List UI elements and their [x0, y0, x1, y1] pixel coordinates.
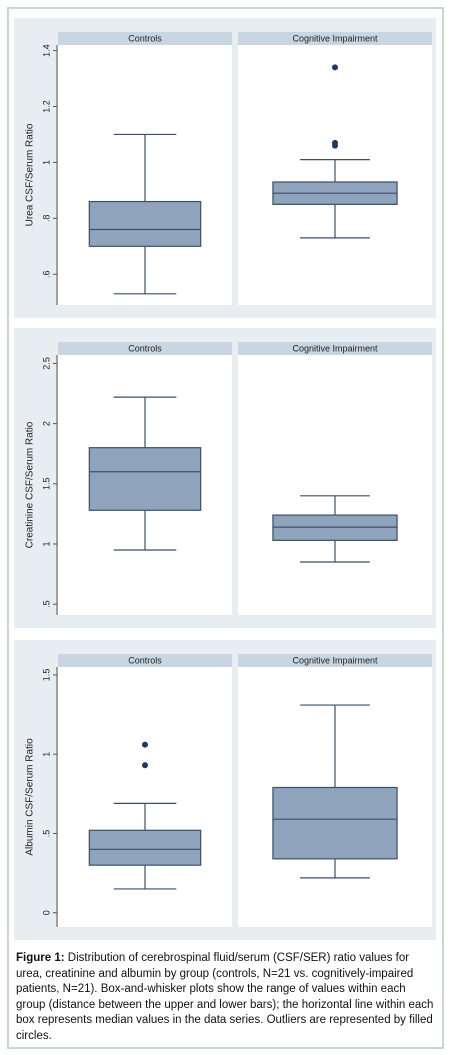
outlier — [142, 741, 148, 748]
y-axis-label: Creatinine CSF/Serum Ratio — [25, 421, 36, 548]
y-tick-label: .5 — [41, 830, 51, 838]
y-tick-label: .5 — [41, 600, 51, 608]
y-tick-label: 1 — [41, 541, 51, 546]
y-tick-label: 1.4 — [41, 44, 51, 57]
y-tick-label: 0 — [41, 910, 51, 915]
facet-title: Controls — [128, 343, 162, 353]
caption-text: Distribution of cerebrospinal fluid/seru… — [16, 952, 434, 1042]
facet-strip — [238, 654, 432, 667]
outlier — [332, 139, 338, 146]
y-axis-label: Albumin CSF/Serum Ratio — [25, 738, 36, 856]
facet-strip — [58, 342, 232, 355]
outlier — [332, 64, 338, 71]
facet-title: Controls — [128, 33, 162, 43]
facet-strip — [238, 32, 432, 45]
y-tick-label: 1 — [41, 752, 51, 757]
outlier — [142, 762, 148, 769]
y-tick-label: .6 — [41, 270, 51, 278]
caption-label: Figure 1: — [16, 952, 65, 964]
y-tick-label: 1.5 — [41, 669, 51, 682]
box — [272, 786, 398, 860]
y-tick-label: 1.2 — [41, 100, 51, 113]
y-tick-label: .8 — [41, 215, 51, 223]
facet-title: Cognitive Impairment — [292, 33, 378, 43]
facet-title: Cognitive Impairment — [292, 655, 378, 665]
facet-strip — [58, 654, 232, 667]
box — [88, 200, 202, 247]
facet-strip — [238, 342, 432, 355]
box — [88, 829, 202, 866]
caption: Figure 1: Distribution of cerebrospinal … — [16, 951, 438, 1044]
plot-area — [238, 355, 432, 615]
y-tick-label: 2 — [41, 421, 51, 426]
y-tick-label: 1 — [41, 160, 51, 165]
facet-title: Cognitive Impairment — [292, 343, 378, 353]
y-tick-label: 1.5 — [41, 478, 51, 491]
y-axis-label: Urea CSF/Serum Ratio — [25, 123, 36, 226]
facet-strip — [58, 32, 232, 45]
facet-title: Controls — [128, 655, 162, 665]
box — [272, 514, 398, 541]
box — [88, 447, 202, 511]
y-tick-label: 2.5 — [41, 357, 51, 370]
